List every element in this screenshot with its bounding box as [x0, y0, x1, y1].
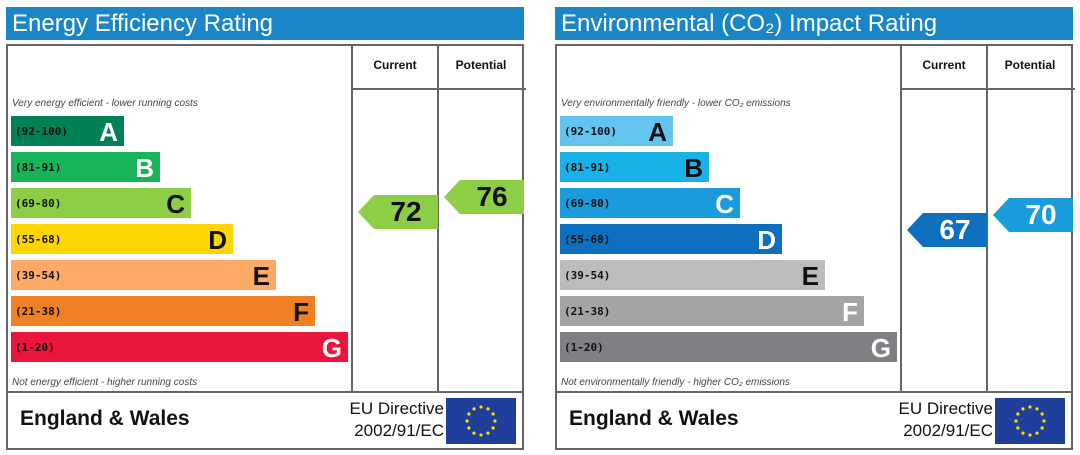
directive-line-1: EU Directive: [349, 399, 444, 418]
band-letter: G: [870, 333, 891, 363]
divider: [437, 46, 439, 391]
energy-efficiency-panel: Energy Efficiency Rating Current Potenti…: [6, 7, 526, 450]
band-letter: F: [293, 297, 309, 327]
rating-band-b: (81-91) B: [11, 152, 160, 183]
directive-line-2: 2002/91/EC: [903, 421, 993, 440]
divider: [351, 46, 353, 391]
arrow-shape: [993, 198, 1073, 232]
band-range-label: (1-20): [564, 341, 604, 354]
rating-band-d: (55-68) D: [560, 224, 782, 255]
divider: [986, 46, 988, 391]
band-range-label: (21-38): [15, 305, 62, 318]
band-range-label: (55-68): [15, 233, 62, 246]
current-column-header: Current: [373, 58, 417, 72]
potential-rating-arrow: 70: [993, 198, 1073, 232]
footer-directive: EU Directive 2002/91/EC: [857, 398, 993, 442]
current-rating-arrow: 67: [907, 213, 987, 247]
current-rating-value: 67: [939, 214, 971, 245]
energy-rating-frame: Current Potential Very energy efficient …: [6, 44, 526, 393]
current-rating-arrow: 72: [358, 195, 438, 229]
env-rating-frame: Current Potential Very environmentally f…: [555, 44, 1075, 393]
rating-band-f: (21-38) F: [11, 296, 315, 327]
rating-band-c: (69-80) C: [11, 188, 191, 219]
top-band-note: Very energy efficient - lower running co…: [12, 98, 198, 109]
band-range-label: (81-91): [15, 161, 62, 174]
current-column-header: Current: [922, 58, 966, 72]
band-letter: C: [166, 189, 185, 219]
env-panel-title: Environmental (CO₂) Impact Rating: [555, 7, 1073, 40]
potential-rating-value: 76: [476, 181, 508, 212]
band-range-label: (1-20): [15, 341, 55, 354]
environmental-impact-panel: Environmental (CO₂) Impact Rating Curren…: [555, 7, 1075, 450]
rating-band-f: (21-38) F: [560, 296, 864, 327]
divider: [351, 88, 526, 90]
eu-flag-icon: [446, 398, 516, 444]
band-range-label: (92-100): [15, 125, 68, 138]
band-letter: E: [801, 261, 819, 291]
arrow-shape: [444, 180, 524, 214]
top-band-note: Very environmentally friendly - lower CO…: [561, 98, 791, 109]
rating-band-g: (1-20) G: [560, 332, 897, 363]
band-letter: F: [842, 297, 858, 327]
rating-band-g: (1-20) G: [11, 332, 348, 363]
band-range-label: (55-68): [564, 233, 611, 246]
footer-directive: EU Directive 2002/91/EC: [308, 398, 444, 442]
arrow-shape: [907, 213, 987, 247]
band-range-label: (39-54): [15, 269, 62, 282]
divider: [900, 46, 902, 391]
band-letter: D: [757, 225, 776, 255]
rating-band-a: (92-100) A: [560, 116, 673, 147]
band-range-label: (69-80): [15, 197, 62, 210]
footer-country: England & Wales: [20, 407, 190, 430]
band-letter: A: [99, 117, 118, 147]
band-range-label: (21-38): [564, 305, 611, 318]
rating-band-e: (39-54) E: [11, 260, 276, 291]
rating-band-b: (81-91) B: [560, 152, 709, 183]
band-range-label: (69-80): [564, 197, 611, 210]
rating-band-d: (55-68) D: [11, 224, 233, 255]
potential-rating-arrow: 76: [444, 180, 524, 214]
band-letter: A: [648, 117, 667, 147]
band-letter: E: [252, 261, 270, 291]
arrow-shape: [358, 195, 438, 229]
eu-flag-icon: [995, 398, 1065, 444]
directive-line-1: EU Directive: [898, 399, 993, 418]
band-range-label: (92-100): [564, 125, 617, 138]
band-letter: G: [321, 333, 342, 363]
rating-band-a: (92-100) A: [11, 116, 124, 147]
current-rating-value: 72: [390, 196, 422, 227]
footer-country: England & Wales: [569, 407, 739, 430]
energy-panel-footer: England & Wales EU Directive 2002/91/EC: [6, 393, 524, 450]
band-range-label: (39-54): [564, 269, 611, 282]
divider: [900, 88, 1075, 90]
bottom-band-note: Not energy efficient - higher running co…: [12, 377, 198, 388]
band-letter: B: [684, 153, 703, 183]
band-letter: B: [135, 153, 154, 183]
env-panel-footer: England & Wales EU Directive 2002/91/EC: [555, 393, 1073, 450]
directive-line-2: 2002/91/EC: [354, 421, 444, 440]
band-letter: D: [208, 225, 227, 255]
potential-rating-value: 70: [1025, 199, 1057, 230]
band-letter: C: [715, 189, 734, 219]
bottom-band-note: Not environmentally friendly - higher CO…: [561, 377, 790, 388]
energy-panel-title: Energy Efficiency Rating: [6, 7, 524, 40]
potential-column-header: Potential: [455, 58, 507, 72]
band-range-label: (81-91): [564, 161, 611, 174]
rating-band-e: (39-54) E: [560, 260, 825, 291]
potential-column-header: Potential: [1004, 58, 1056, 72]
rating-band-c: (69-80) C: [560, 188, 740, 219]
